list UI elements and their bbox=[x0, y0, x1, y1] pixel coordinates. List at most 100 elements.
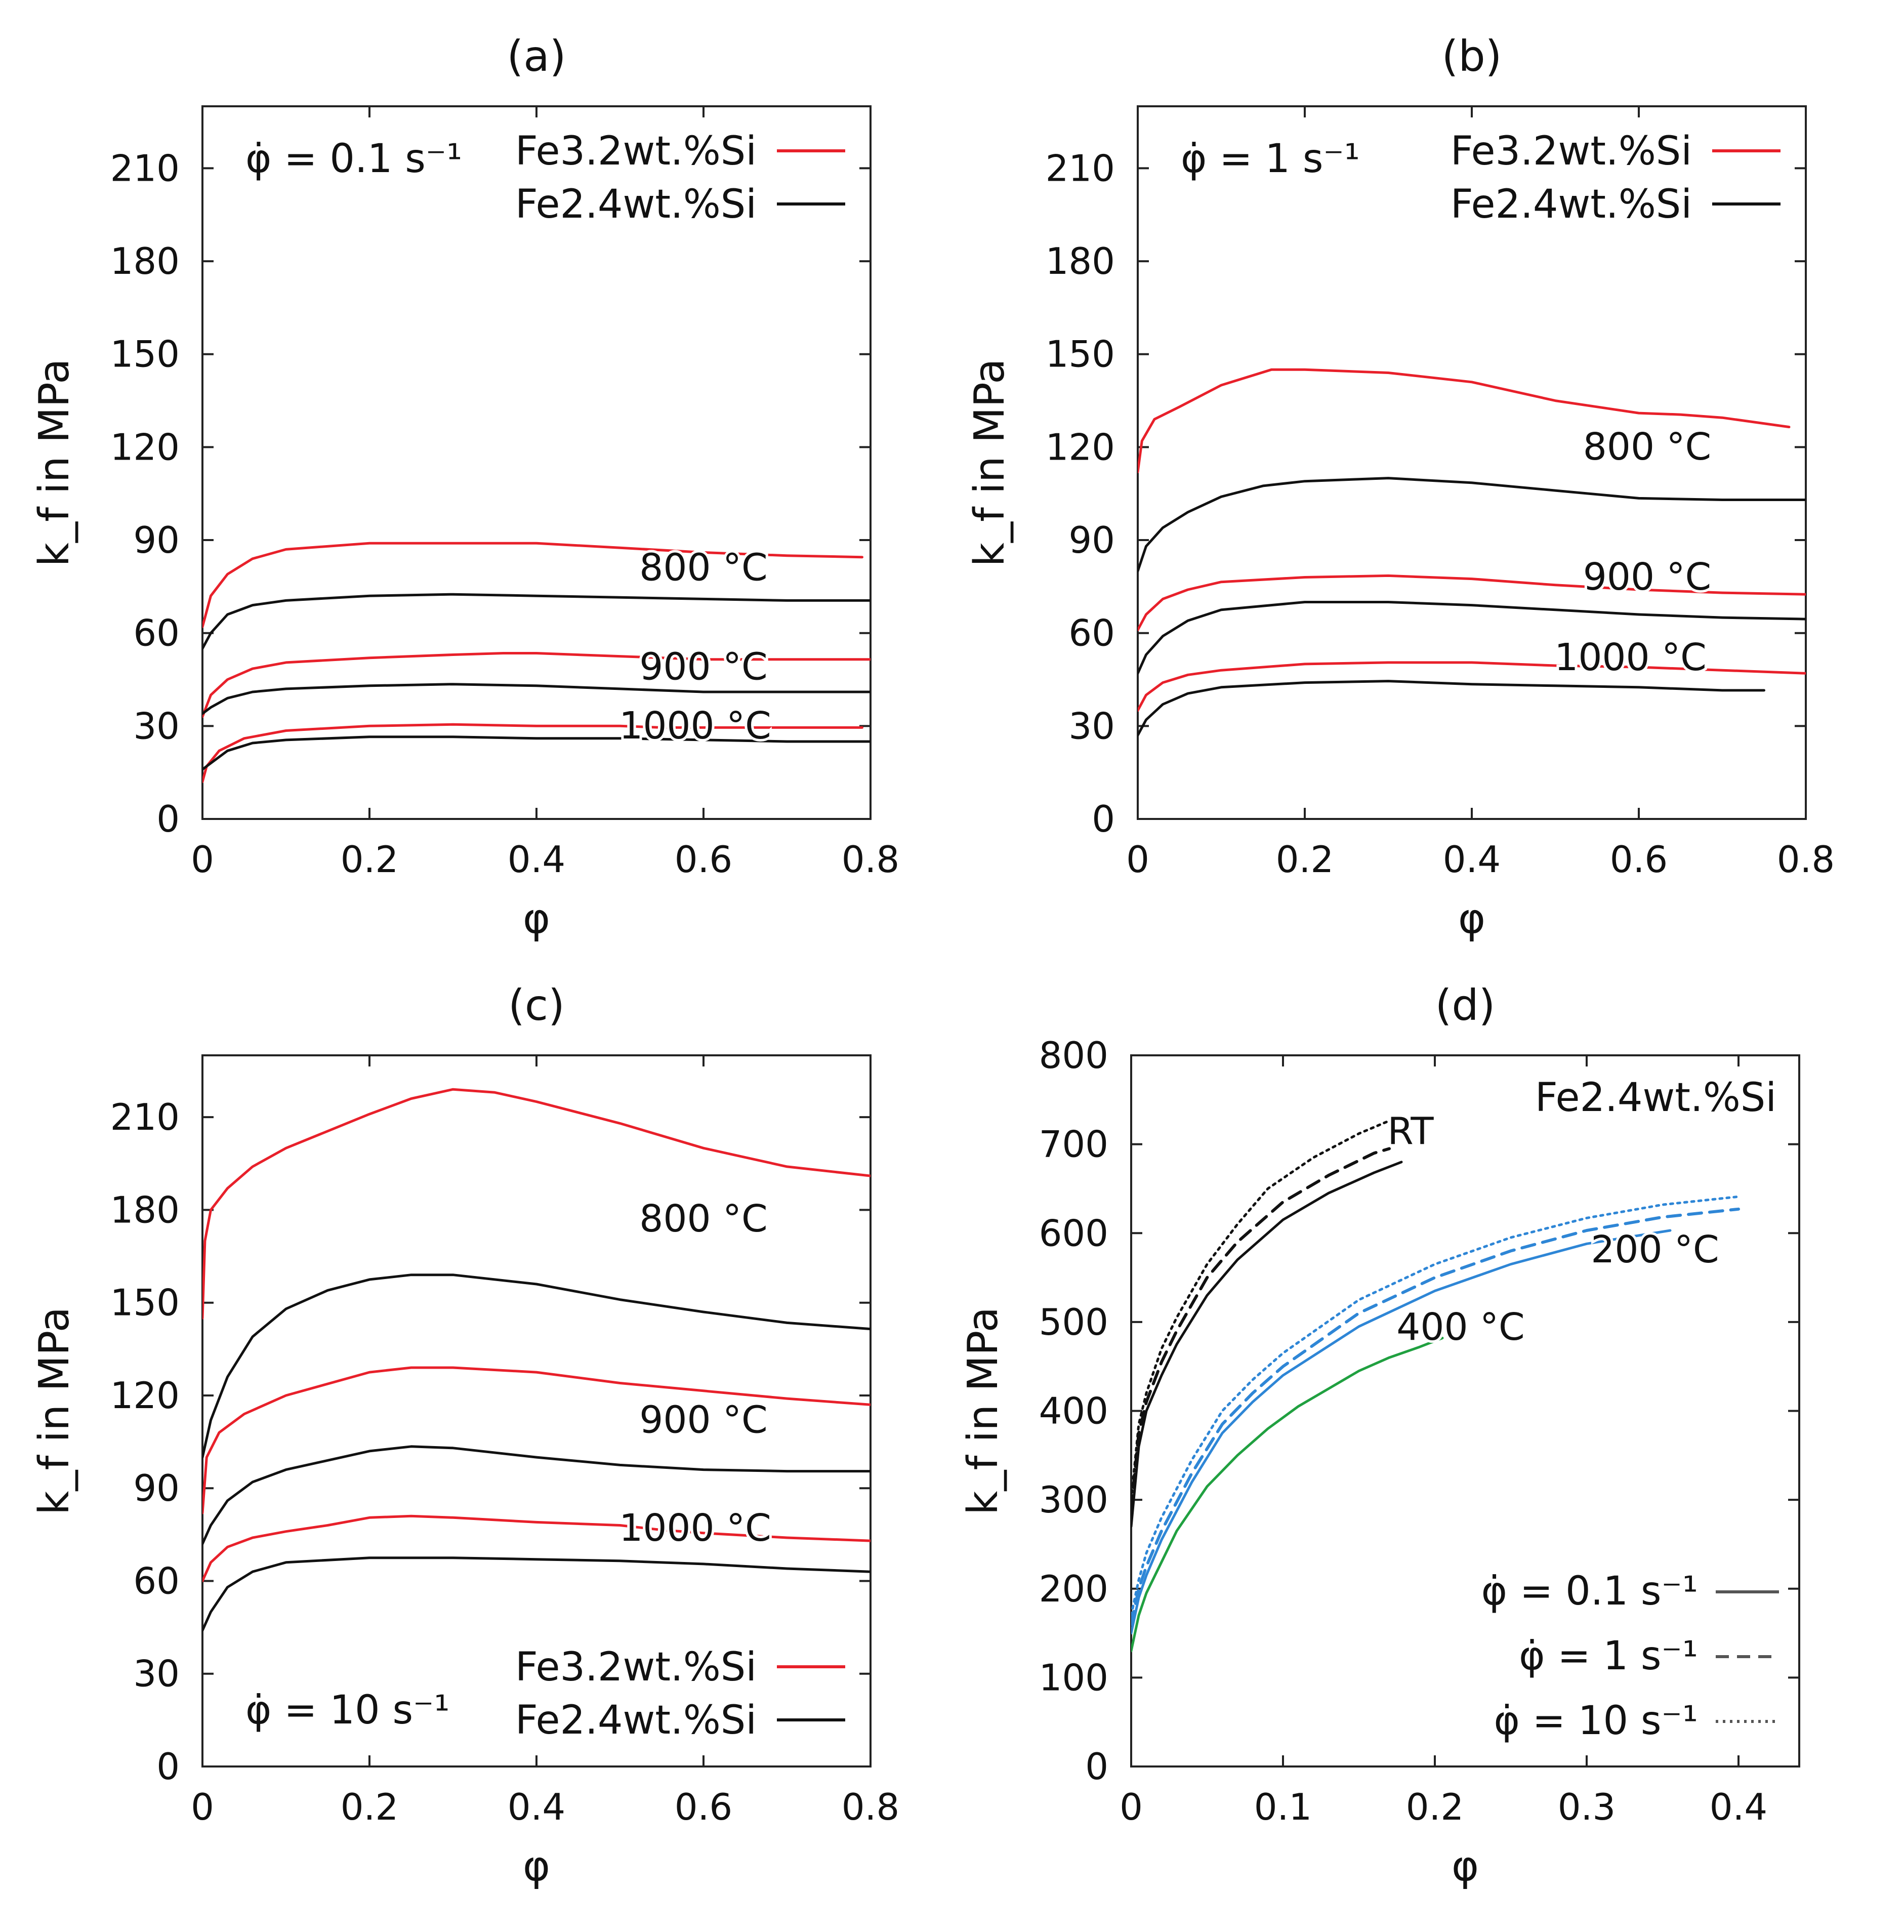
temperature-label: 1000 °C bbox=[619, 704, 771, 748]
y-tick-label: 400 bbox=[1039, 1390, 1108, 1432]
y-tick-label: 0 bbox=[156, 798, 180, 840]
y-tick-label: 300 bbox=[1039, 1478, 1108, 1521]
series-line bbox=[202, 723, 863, 783]
x-tick-label: 0 bbox=[191, 1786, 214, 1828]
y-tick-label: 60 bbox=[1068, 612, 1115, 654]
x-tick-label: 0.3 bbox=[1558, 1786, 1616, 1828]
series-line bbox=[202, 1445, 871, 1545]
series-line bbox=[1138, 680, 1765, 737]
series-line bbox=[1131, 1161, 1403, 1528]
temperature-label: 1000 °C bbox=[1554, 636, 1707, 679]
series-line bbox=[1131, 1195, 1740, 1617]
y-tick-label: 120 bbox=[1046, 426, 1115, 468]
y-tick-label: 60 bbox=[133, 1559, 180, 1602]
y-tick-label: 0 bbox=[1085, 1745, 1108, 1788]
temperature-label: 900 °C bbox=[1583, 555, 1711, 599]
panel-d: (d) 0 100 200 300 400 500 600 700 800 0 0.1 0.2 0.3 0.… bbox=[959, 980, 1800, 1890]
x-tick-label: 0.2 bbox=[341, 1786, 399, 1828]
series-line bbox=[202, 1088, 871, 1320]
legend-label: φ̇ = 10 s⁻¹ bbox=[1494, 1698, 1698, 1744]
y-tick-label: 800 bbox=[1039, 1034, 1108, 1077]
series-line bbox=[202, 735, 871, 771]
series-line bbox=[1131, 1116, 1398, 1501]
y-tick-label: 30 bbox=[133, 1653, 180, 1695]
x-axis-label: φ bbox=[1452, 1842, 1479, 1890]
series-line bbox=[1138, 661, 1806, 712]
panel-title: (d) bbox=[1435, 980, 1496, 1030]
x-tick-label: 0.6 bbox=[675, 838, 733, 881]
x-tick-label: 0.4 bbox=[1710, 1786, 1768, 1828]
legend-label: Fe3.2wt.%Si bbox=[1451, 129, 1692, 174]
y-tick-label: 700 bbox=[1039, 1123, 1108, 1166]
temperature-label: 1000 °C bbox=[619, 1506, 771, 1550]
series-line bbox=[202, 1514, 871, 1582]
temperature-label: 800 °C bbox=[1583, 425, 1711, 469]
x-tick-label: 0 bbox=[1126, 838, 1149, 881]
legend-label: Fe2.4wt.%Si bbox=[1451, 182, 1692, 227]
y-tick-label: 30 bbox=[1068, 705, 1115, 747]
y-tick-label: 120 bbox=[110, 1374, 180, 1417]
material-label: Fe2.4wt.%Si bbox=[1535, 1075, 1776, 1121]
y-tick-label: 210 bbox=[1046, 147, 1115, 189]
y-axis-label: k_f in MPa bbox=[30, 1307, 78, 1515]
y-tick-label: 180 bbox=[110, 1188, 180, 1231]
y-axis-label: k_f in MPa bbox=[30, 358, 78, 566]
temperature-label: RT bbox=[1387, 1110, 1434, 1154]
y-tick-label: 90 bbox=[133, 1467, 180, 1509]
x-tick-label: 0.2 bbox=[1276, 838, 1334, 881]
series-group bbox=[1131, 1116, 1740, 1653]
y-tick-label: 500 bbox=[1039, 1301, 1108, 1343]
y-tick-label: 150 bbox=[110, 333, 180, 376]
temperature-label: 900 °C bbox=[639, 1398, 767, 1442]
x-tick-label: 0.4 bbox=[508, 838, 566, 881]
y-tick-label: 100 bbox=[1039, 1656, 1108, 1699]
legend-label: Fe2.4wt.%Si bbox=[515, 1698, 757, 1743]
temperature-label: 400 °C bbox=[1396, 1305, 1524, 1349]
y-tick-label: 0 bbox=[1092, 798, 1115, 840]
strain-rate-label: φ̇ = 10 s⁻¹ bbox=[245, 1688, 450, 1733]
y-tick-label: 90 bbox=[1068, 519, 1115, 561]
series-line bbox=[202, 1366, 871, 1514]
panel-title: (b) bbox=[1442, 31, 1502, 81]
series-line bbox=[1131, 1337, 1444, 1653]
series-group bbox=[202, 1088, 871, 1632]
series-line bbox=[1138, 601, 1806, 675]
y-tick-label: 180 bbox=[1046, 240, 1115, 282]
y-tick-label: 180 bbox=[110, 240, 180, 282]
series-line bbox=[1131, 1229, 1672, 1635]
temperature-label: 900 °C bbox=[639, 645, 767, 689]
x-tick-label: 0.6 bbox=[1610, 838, 1668, 881]
series-line bbox=[1131, 1207, 1740, 1626]
x-tick-label: 0 bbox=[1120, 1786, 1143, 1828]
y-tick-label: 0 bbox=[156, 1745, 180, 1788]
x-tick-label: 0.8 bbox=[842, 838, 900, 881]
panel-c: (c) 0 30 60 90 120 150 180 210 0 0.2 0.4 0.6 0.8 φ k_f … bbox=[30, 980, 899, 1890]
y-tick-label: 210 bbox=[110, 1096, 180, 1138]
temperature-label: 800 °C bbox=[639, 546, 767, 590]
y-tick-label: 150 bbox=[1046, 333, 1115, 376]
y-axis-label: k_f in MPa bbox=[966, 358, 1014, 566]
series-line bbox=[1131, 1147, 1391, 1510]
series-group bbox=[202, 542, 871, 783]
plot-frame bbox=[1130, 1054, 1800, 1767]
series-line bbox=[1138, 368, 1791, 473]
series-line bbox=[1138, 574, 1806, 632]
series-line bbox=[202, 542, 863, 628]
legend-label: Fe3.2wt.%Si bbox=[515, 129, 757, 174]
legend-label: φ̇ = 1 s⁻¹ bbox=[1519, 1633, 1698, 1679]
y-tick-label: 30 bbox=[133, 705, 180, 747]
series-line bbox=[202, 1273, 871, 1459]
y-tick-label: 200 bbox=[1039, 1568, 1108, 1610]
y-tick-label: 210 bbox=[110, 147, 180, 189]
x-tick-label: 0.6 bbox=[675, 1786, 733, 1828]
x-tick-label: 0.8 bbox=[1777, 838, 1835, 881]
legend-label: Fe3.2wt.%Si bbox=[515, 1645, 757, 1690]
y-tick-label: 120 bbox=[110, 426, 180, 468]
x-axis-label: φ bbox=[523, 1842, 550, 1890]
y-tick-label: 150 bbox=[110, 1282, 180, 1324]
temperature-label: 200 °C bbox=[1591, 1228, 1719, 1271]
panel-b: (b) 0 30 60 90 120 150 180 210 0 0.2 0.4 0.6 0.8 φ k_f … bbox=[966, 31, 1835, 943]
x-tick-label: 0.4 bbox=[1443, 838, 1501, 881]
x-axis-label: φ bbox=[523, 895, 550, 943]
